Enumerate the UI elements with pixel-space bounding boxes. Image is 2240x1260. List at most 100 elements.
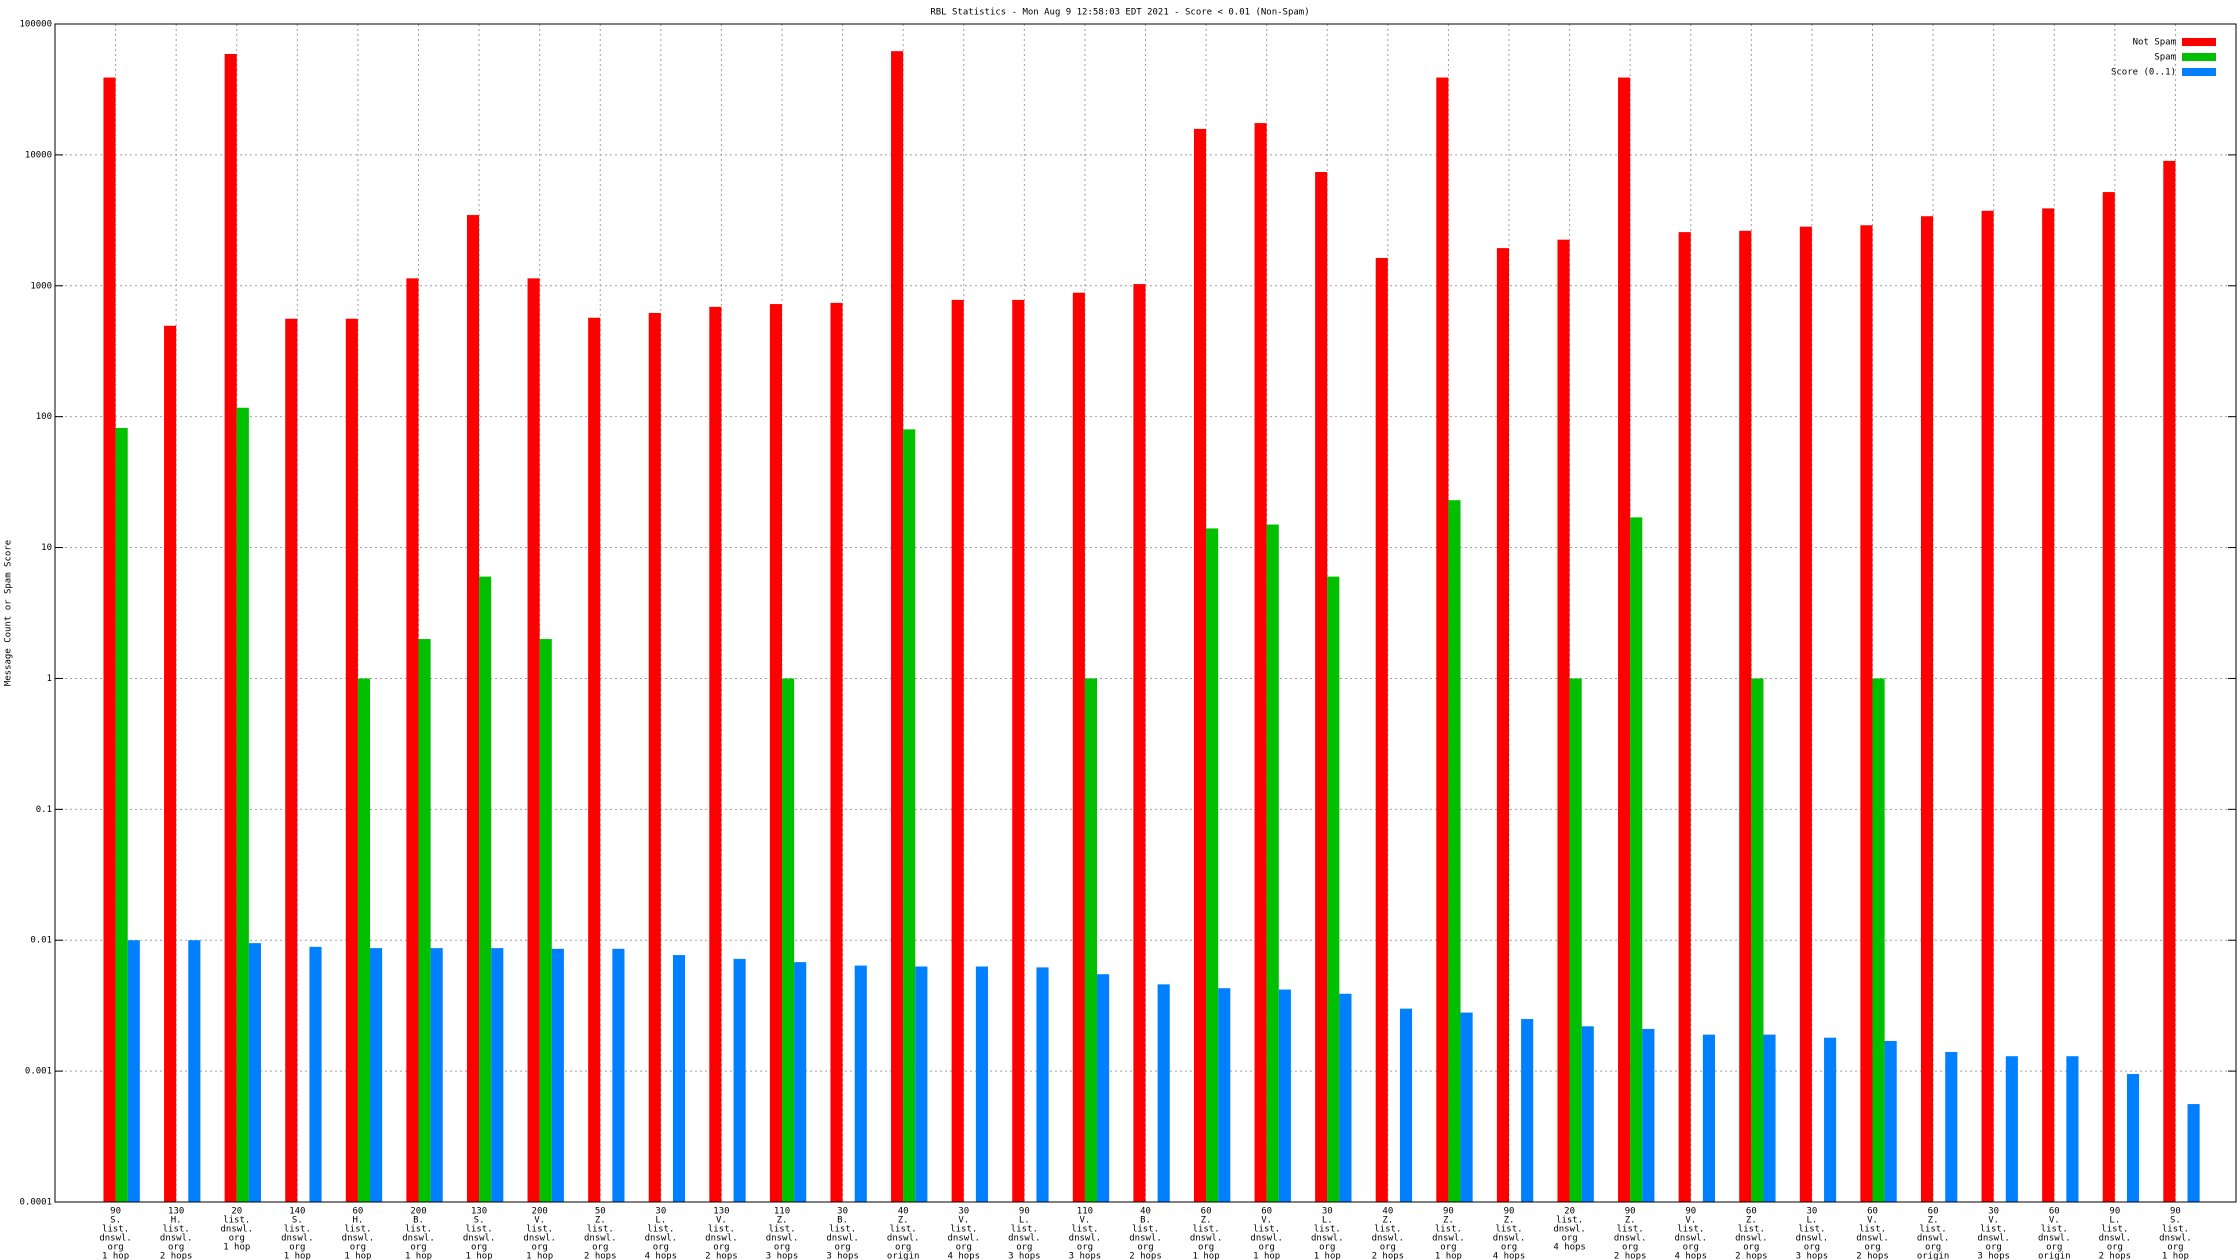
bar [1763, 1034, 1776, 1202]
x-tick-label: L. [1322, 1216, 1333, 1226]
x-tick-label: 1 hop [284, 1252, 311, 1260]
x-tick-label: H. [171, 1216, 182, 1226]
y-axis-label: Message Count or Spam Score [4, 540, 14, 686]
bar [1581, 1026, 1594, 1202]
x-tick-label: Z. [1382, 1216, 1393, 1226]
bar [1557, 239, 1570, 1202]
x-tick-label: 50 [595, 1207, 606, 1217]
x-tick-label: list. [890, 1225, 917, 1235]
x-tick-label: org [289, 1243, 305, 1253]
x-tick-label: list. [1071, 1225, 1098, 1235]
x-tick-label: V. [1867, 1216, 1878, 1226]
x-tick-label: list. [1798, 1225, 1825, 1235]
x-tick-label: 90 [1504, 1207, 1515, 1217]
x-tick-label: 1 hop [405, 1252, 432, 1260]
bar [370, 948, 383, 1202]
x-tick-label: 130 [713, 1207, 729, 1217]
x-tick-label: V. [1685, 1216, 1696, 1226]
bar [164, 325, 177, 1202]
x-tick-label: org [956, 1243, 972, 1253]
x-tick-label: Z. [1504, 1216, 1515, 1226]
x-tick-label: Z. [777, 1216, 788, 1226]
x-tick-label: dnswl. [645, 1234, 678, 1244]
x-tick-label: list. [1435, 1225, 1462, 1235]
x-tick-label: list. [2041, 1225, 2068, 1235]
x-tick-label: org [1137, 1243, 1153, 1253]
x-tick-label: 2 hops [705, 1252, 738, 1260]
x-tick-label: list. [768, 1225, 795, 1235]
x-tick-label: 40 [1382, 1207, 1393, 1217]
x-tick-label: dnswl. [402, 1234, 435, 1244]
x-tick-label: B. [1140, 1216, 1151, 1226]
x-tick-label: list. [1859, 1225, 1886, 1235]
x-tick-label: Z. [1928, 1216, 1939, 1226]
x-tick-label: 90 [1625, 1207, 1636, 1217]
x-tick-label: 90 [110, 1207, 121, 1217]
x-tick-label: 30 [958, 1207, 969, 1217]
x-tick-label: org [1743, 1243, 1759, 1253]
x-tick-label: 60 [1928, 1207, 1939, 1217]
bar [127, 940, 140, 1202]
x-tick-label: Z. [1625, 1216, 1636, 1226]
bar [466, 215, 480, 1202]
x-tick-label: org [1683, 1243, 1699, 1253]
x-tick-label: org [1259, 1243, 1275, 1253]
x-tick-label: V. [1261, 1216, 1272, 1226]
x-tick-label: list. [708, 1225, 735, 1235]
x-tick-label: 1 hop [526, 1252, 553, 1260]
x-tick-label: dnswl. [887, 1234, 920, 1244]
x-tick-label: 3 hops [1008, 1252, 1041, 1260]
bar [551, 948, 564, 1202]
bar [648, 312, 661, 1202]
x-tick-label: 4 hops [1553, 1243, 1586, 1253]
bar [248, 943, 261, 1202]
x-tick-label: dnswl. [1069, 1234, 1102, 1244]
x-tick-label: org [2046, 1243, 2062, 1253]
x-tick-label: list. [1738, 1225, 1765, 1235]
x-tick-label: dnswl. [1250, 1234, 1283, 1244]
bar [1642, 1028, 1655, 1202]
x-tick-label: V. [716, 1216, 727, 1226]
x-tick-label: L. [655, 1216, 666, 1226]
x-tick-label: list. [1011, 1225, 1038, 1235]
x-tick-label: 130 [168, 1207, 184, 1217]
x-tick-label: Z. [1746, 1216, 1757, 1226]
x-tick-label: 3 hops [1069, 1252, 1102, 1260]
bar [1824, 1037, 1837, 1202]
bar [975, 966, 988, 1202]
bar [1278, 989, 1291, 1202]
bar [1860, 225, 1873, 1203]
x-tick-label: list. [1677, 1225, 1704, 1235]
bar [345, 318, 358, 1202]
x-tick-label: 4 hops [1674, 1252, 1707, 1260]
x-tick-label: dnswl. [947, 1234, 980, 1244]
x-tick-label: origin [1917, 1252, 1950, 1260]
bar [709, 306, 722, 1203]
bar [2102, 192, 2115, 1202]
x-tick-label: dnswl. [1856, 1234, 1889, 1244]
x-tick-label: L. [1019, 1216, 1030, 1226]
x-tick-label: org [1501, 1243, 1517, 1253]
x-tick-label: org [1986, 1243, 2002, 1253]
x-tick-label: dnswl. [1311, 1234, 1344, 1244]
x-tick-label: 2 hops [1372, 1252, 1405, 1260]
bar [1254, 123, 1267, 1203]
x-tick-label: list. [163, 1225, 190, 1235]
bar [1157, 984, 1170, 1202]
x-tick-label: org [774, 1243, 790, 1253]
x-tick-label: org [834, 1243, 850, 1253]
bar [1084, 678, 1098, 1202]
bar [539, 639, 552, 1202]
legend-swatch [2182, 38, 2216, 46]
x-tick-label: origin [2038, 1252, 2071, 1260]
bar [357, 678, 371, 1202]
x-tick-label: 4 hops [1493, 1252, 1526, 1260]
x-tick-label: org [1077, 1243, 1093, 1253]
x-tick-label: org [1561, 1234, 1577, 1244]
x-tick-label: dnswl. [826, 1234, 859, 1244]
bar [2005, 1056, 2018, 1202]
x-tick-label: list. [223, 1216, 250, 1226]
bar [236, 407, 249, 1202]
x-tick-label: 60 [1201, 1207, 1212, 1217]
x-tick-label: 2 hops [1735, 1252, 1768, 1260]
